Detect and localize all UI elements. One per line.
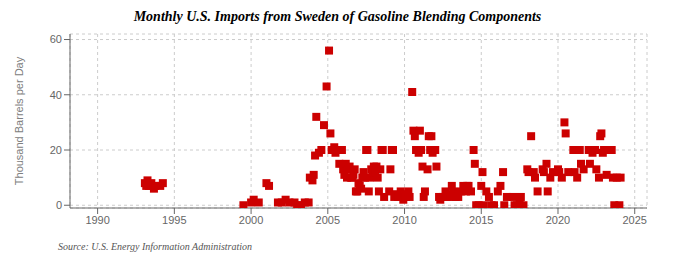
html-text:Monthly U.S. Imports from Swed: Monthly U.S. Imports from Sweden of Gaso… [133, 9, 542, 24]
svg-text:Thousand Barrels per Day: Thousand Barrels per Day [13, 56, 25, 185]
svg-text:2020: 2020 [546, 214, 570, 226]
svg-text:40: 40 [50, 89, 62, 101]
svg-text:0: 0 [56, 199, 62, 211]
svg-text:2005: 2005 [316, 214, 340, 226]
svg-text:60: 60 [50, 33, 62, 45]
svg-text:2025: 2025 [622, 214, 646, 226]
html-text:Source: U.S. Energy Informatio: Source: U.S. Energy Information Administ… [58, 241, 253, 252]
svg-text:1990: 1990 [85, 214, 109, 226]
svg-text:2010: 2010 [392, 214, 416, 226]
svg-text:20: 20 [50, 144, 62, 156]
svg-text:1995: 1995 [162, 214, 186, 226]
svg-text:2015: 2015 [469, 214, 493, 226]
svg-text:2000: 2000 [239, 214, 263, 226]
